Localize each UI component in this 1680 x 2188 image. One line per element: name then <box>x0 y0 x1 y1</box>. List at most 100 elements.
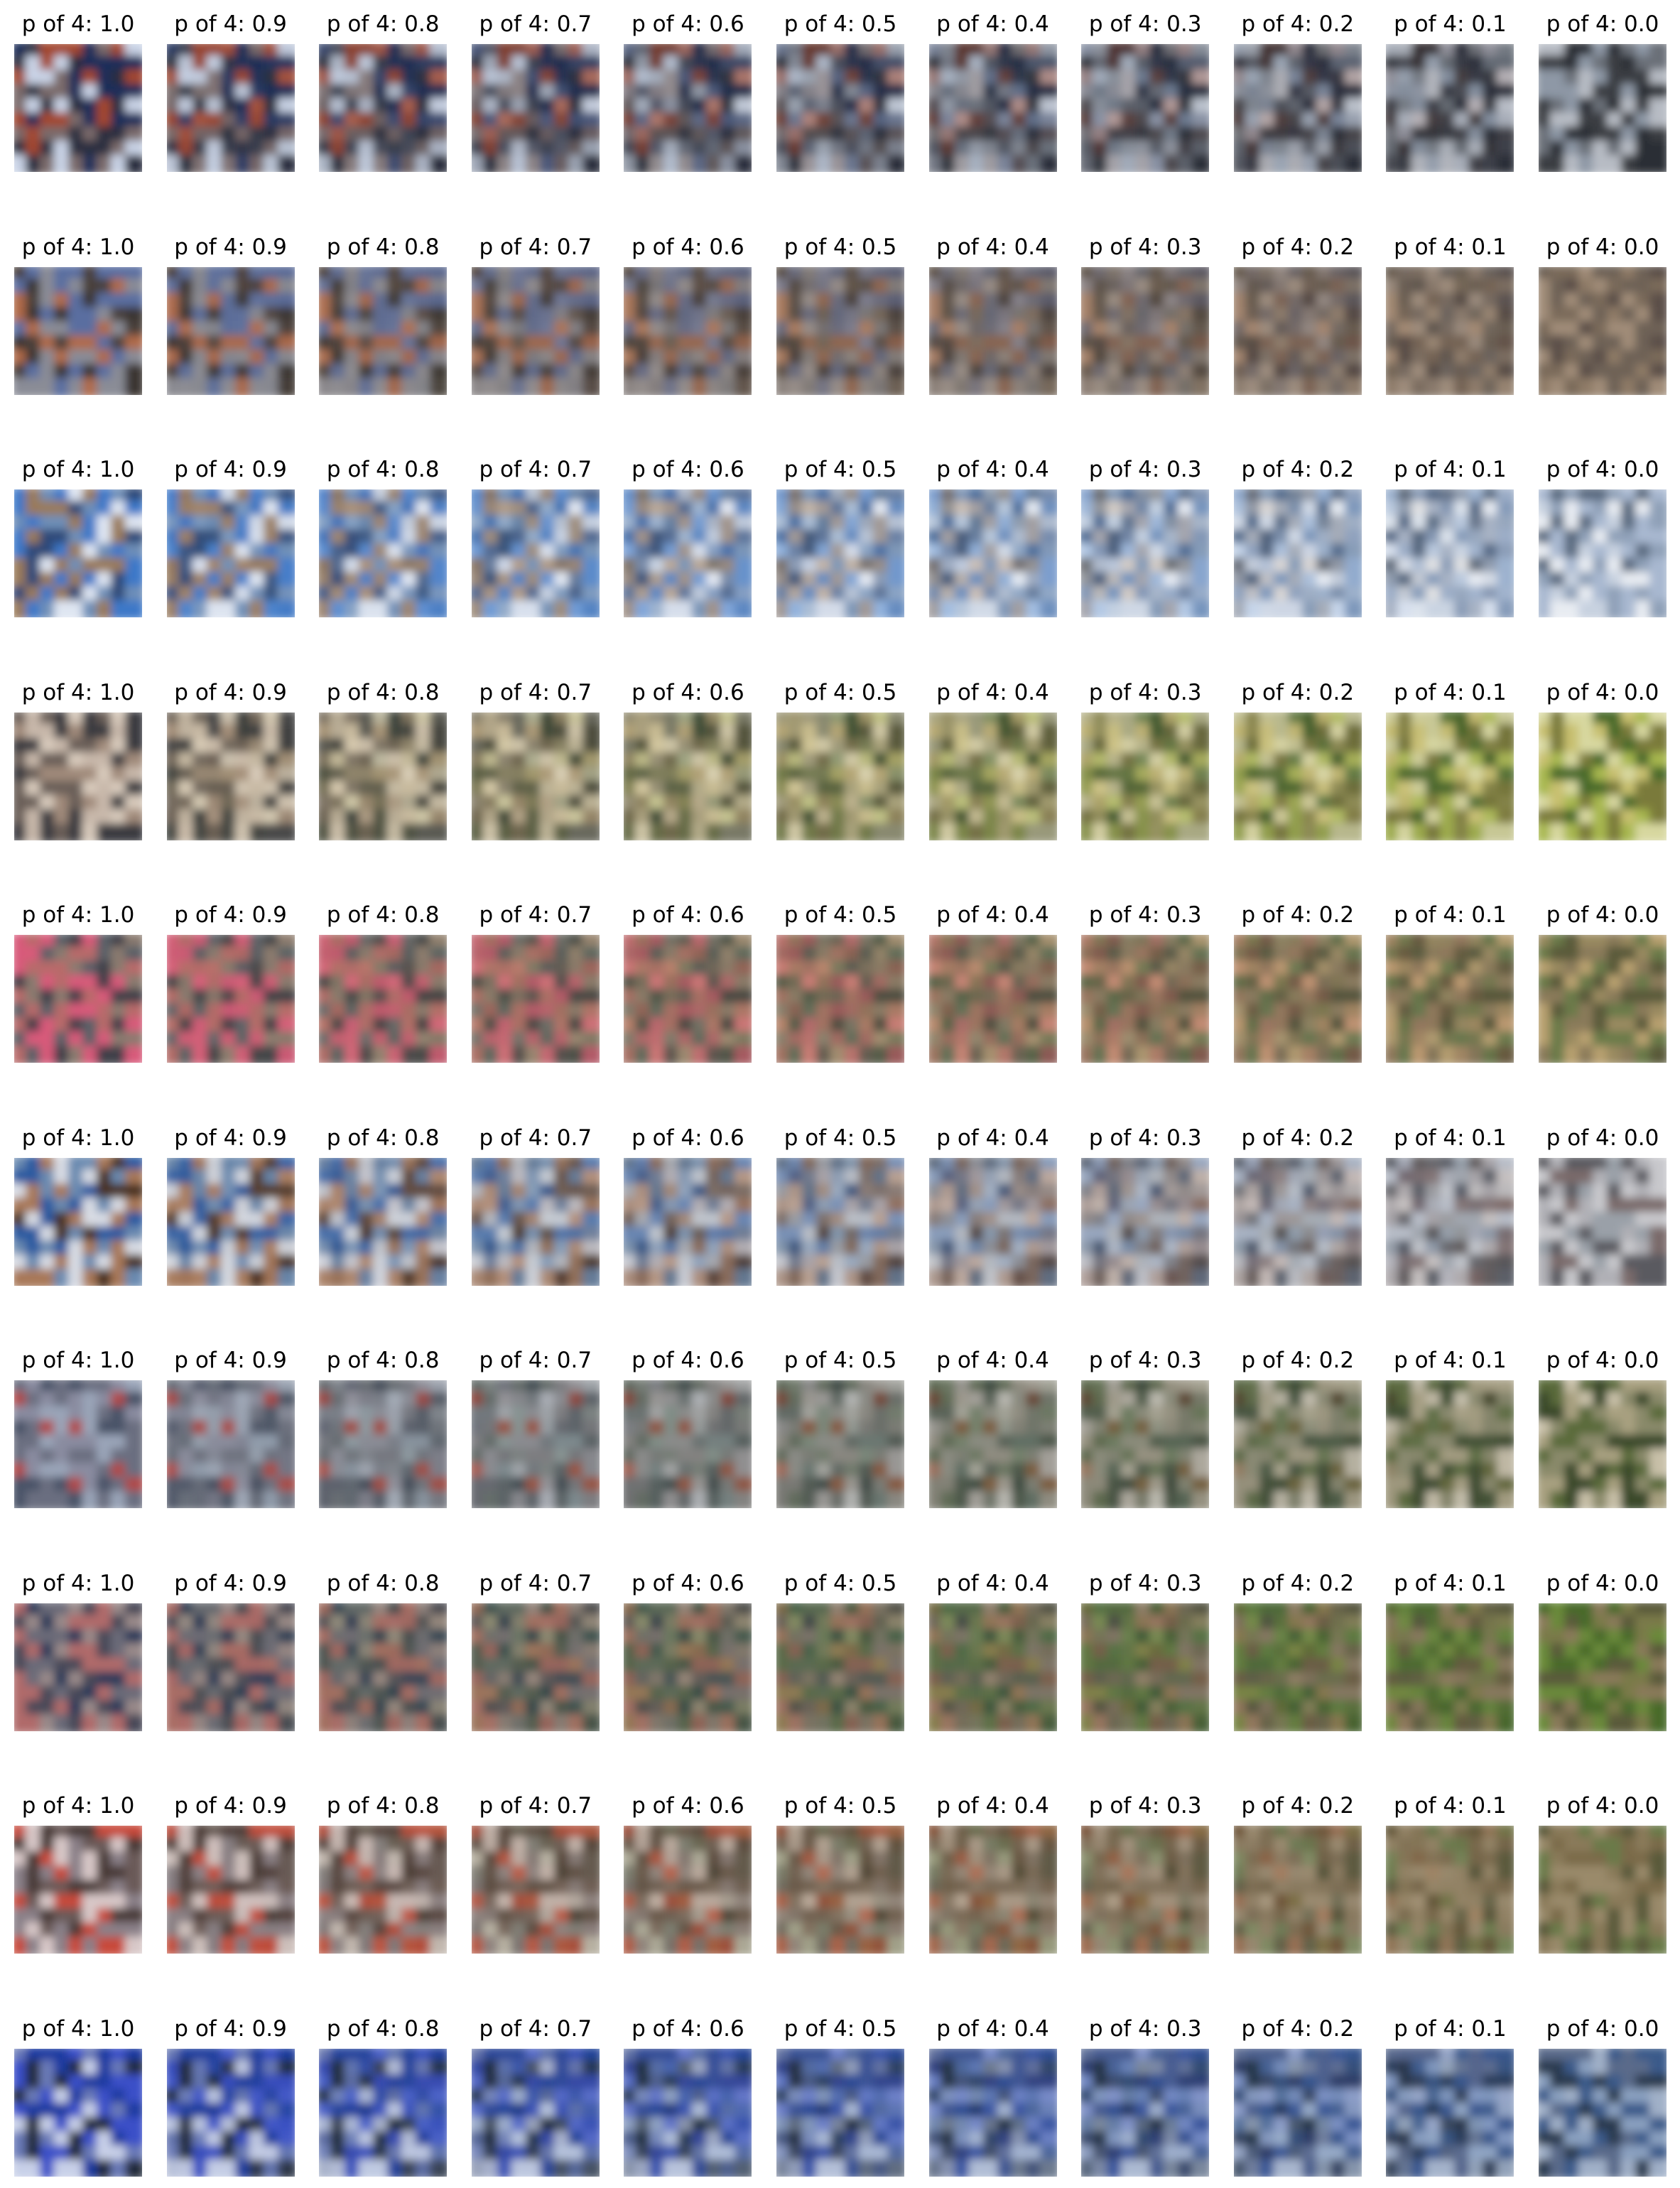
generated-image-thumbnail <box>471 1380 600 1508</box>
generated-image-thumbnail <box>1081 489 1210 617</box>
generated-image-thumbnail <box>14 266 142 395</box>
sample-cell: p of 4: 0.8 <box>319 9 448 172</box>
generated-image-thumbnail <box>1539 44 1667 172</box>
generated-image-thumbnail <box>166 1826 295 1954</box>
generated-image-thumbnail <box>1539 1380 1667 1508</box>
sample-cell: p of 4: 1.0 <box>14 232 142 395</box>
generated-image-thumbnail <box>166 44 295 172</box>
generated-image-thumbnail <box>319 1380 448 1508</box>
sample-cell: p of 4: 0.7 <box>471 677 600 840</box>
generated-image-thumbnail <box>471 489 600 617</box>
sample-label: p of 4: 0.3 <box>1088 1793 1202 1819</box>
sample-label: p of 4: 0.3 <box>1088 2015 1202 2042</box>
sample-label: p of 4: 0.1 <box>1394 1348 1507 1373</box>
sample-cell: p of 4: 0.1 <box>1386 899 1514 1063</box>
sample-cell: p of 4: 0.8 <box>319 1568 448 1731</box>
generated-image-thumbnail <box>319 2048 448 2177</box>
generated-image-thumbnail <box>319 935 448 1063</box>
sample-cell: p of 4: 0.2 <box>1233 1345 1362 1508</box>
generated-image-thumbnail <box>928 44 1057 172</box>
sample-label: p of 4: 0.1 <box>1394 1570 1507 1596</box>
sample-cell: p of 4: 0.5 <box>776 677 904 840</box>
sample-cell: p of 4: 1.0 <box>14 1790 142 1954</box>
generated-image-thumbnail <box>776 1603 904 1731</box>
sample-cell: p of 4: 0.2 <box>1233 9 1362 172</box>
generated-image-thumbnail <box>471 1157 600 1286</box>
sample-cell: p of 4: 0.1 <box>1386 454 1514 617</box>
sample-cell: p of 4: 0.3 <box>1081 232 1210 395</box>
generated-image-thumbnail <box>471 44 600 172</box>
sample-label: p of 4: 0.7 <box>479 1125 592 1151</box>
generated-image-thumbnail <box>1233 1603 1362 1731</box>
sample-cell: p of 4: 0.5 <box>776 1345 904 1508</box>
generated-image-thumbnail <box>776 44 904 172</box>
sample-label: p of 4: 0.4 <box>936 679 1049 705</box>
sample-label: p of 4: 1.0 <box>21 11 135 37</box>
sample-label: p of 4: 0.6 <box>632 1125 744 1151</box>
sample-label: p of 4: 0.8 <box>326 1570 440 1596</box>
generated-image-thumbnail <box>1233 489 1362 617</box>
sample-label: p of 4: 0.9 <box>174 2015 287 2042</box>
generated-image-thumbnail <box>14 1826 142 1954</box>
sample-cell: p of 4: 0.8 <box>319 1122 448 1286</box>
sample-label: p of 4: 0.0 <box>1546 1348 1659 1373</box>
sample-cell: p of 4: 0.6 <box>624 232 752 395</box>
sample-label: p of 4: 0.8 <box>326 1793 440 1819</box>
generated-image-thumbnail <box>1233 712 1362 840</box>
sample-cell: p of 4: 0.3 <box>1081 2013 1210 2177</box>
sample-label: p of 4: 1.0 <box>21 902 135 928</box>
sample-cell: p of 4: 0.5 <box>776 232 904 395</box>
sample-cell: p of 4: 0.8 <box>319 2013 448 2177</box>
generated-image-thumbnail <box>319 712 448 840</box>
generated-image-thumbnail <box>166 489 295 617</box>
sample-label: p of 4: 0.8 <box>326 11 440 37</box>
sample-label: p of 4: 0.9 <box>174 234 287 260</box>
sample-label: p of 4: 0.6 <box>632 1348 744 1373</box>
sample-cell: p of 4: 0.9 <box>166 9 295 172</box>
sample-label: p of 4: 0.8 <box>326 457 440 482</box>
generated-image-thumbnail <box>166 2048 295 2177</box>
sample-cell: p of 4: 0.8 <box>319 677 448 840</box>
generated-image-thumbnail <box>624 1380 752 1508</box>
generated-image-thumbnail <box>1386 1380 1514 1508</box>
sample-label: p of 4: 0.2 <box>1241 457 1355 482</box>
generated-image-thumbnail <box>1386 2048 1514 2177</box>
sample-cell: p of 4: 0.2 <box>1233 454 1362 617</box>
generated-image-thumbnail <box>14 935 142 1063</box>
sample-cell: p of 4: 0.4 <box>928 899 1057 1063</box>
sample-label: p of 4: 0.4 <box>936 1570 1049 1596</box>
generated-image-thumbnail <box>1081 1826 1210 1954</box>
sample-label: p of 4: 0.1 <box>1394 1793 1507 1819</box>
sample-label: p of 4: 0.8 <box>326 2015 440 2042</box>
sample-cell: p of 4: 0.2 <box>1233 1568 1362 1731</box>
sample-cell: p of 4: 0.7 <box>471 899 600 1063</box>
sample-label: p of 4: 1.0 <box>21 1125 135 1151</box>
sample-cell: p of 4: 1.0 <box>14 1122 142 1286</box>
sample-label: p of 4: 0.4 <box>936 1125 1049 1151</box>
sample-cell: p of 4: 0.2 <box>1233 899 1362 1063</box>
sample-label: p of 4: 0.1 <box>1394 457 1507 482</box>
sample-cell: p of 4: 0.0 <box>1539 454 1667 617</box>
sample-label: p of 4: 0.2 <box>1241 2015 1355 2042</box>
generated-image-thumbnail <box>471 266 600 395</box>
sample-label: p of 4: 0.9 <box>174 679 287 705</box>
sample-label: p of 4: 0.9 <box>174 1348 287 1373</box>
generated-image-thumbnail <box>166 712 295 840</box>
sample-label: p of 4: 0.3 <box>1088 457 1202 482</box>
sample-cell: p of 4: 0.9 <box>166 1568 295 1731</box>
sample-label: p of 4: 0.6 <box>632 1570 744 1596</box>
generated-image-thumbnail <box>1539 1826 1667 1954</box>
sample-cell: p of 4: 0.6 <box>624 899 752 1063</box>
generated-image-thumbnail <box>471 1603 600 1731</box>
sample-cell: p of 4: 0.2 <box>1233 232 1362 395</box>
sample-label: p of 4: 0.6 <box>632 2015 744 2042</box>
sample-cell: p of 4: 0.5 <box>776 1790 904 1954</box>
generated-image-thumbnail <box>1539 489 1667 617</box>
sample-cell: p of 4: 0.7 <box>471 2013 600 2177</box>
sample-label: p of 4: 0.0 <box>1546 1793 1659 1819</box>
sample-cell: p of 4: 0.6 <box>624 9 752 172</box>
generated-image-thumbnail <box>776 1826 904 1954</box>
generated-image-thumbnail <box>1233 266 1362 395</box>
generated-image-thumbnail <box>319 44 448 172</box>
